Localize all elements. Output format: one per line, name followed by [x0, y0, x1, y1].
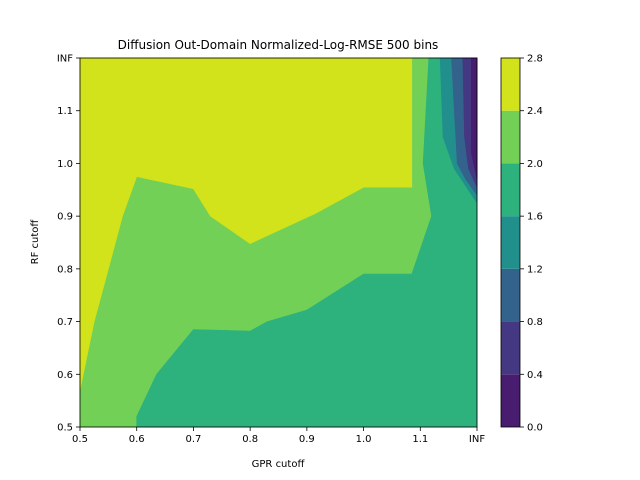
y-tick-label: 0.8 [57, 264, 73, 275]
y-tick-label: 0.9 [57, 212, 73, 223]
colorbar-band [501, 110, 520, 164]
colorbar-band [501, 268, 520, 322]
x-axis-label: GPR cutoff [252, 459, 306, 470]
x-tick-label: 0.6 [129, 434, 145, 445]
y-tick-label: INF [57, 54, 73, 65]
x-tick-label: 1.0 [356, 434, 372, 445]
y-axis: 0.5 0.6 0.7 0.8 0.9 1.0 1.1 INF [57, 54, 80, 434]
colorbar-tick-label: 2.8 [527, 54, 543, 65]
colorbar-tick-label: 1.2 [527, 264, 543, 275]
colorbar-frame [500, 57, 521, 428]
y-tick-label: 0.5 [57, 423, 73, 434]
colorbar-tick-label: 0.4 [527, 370, 543, 381]
plot-area [79, 57, 478, 428]
y-tick-label: 0.6 [57, 370, 73, 381]
x-tick-label: 0.5 [72, 434, 88, 445]
x-tick-label: 0.8 [242, 434, 258, 445]
y-axis-label: RF cutoff [30, 219, 41, 265]
plot-frame [79, 57, 478, 428]
colorbar-tick-label: 2.0 [527, 159, 543, 170]
colorbar-band [501, 216, 520, 269]
x-tick-label: INF [469, 434, 485, 445]
colorbar-tick-label: 1.6 [527, 212, 543, 223]
x-tick-label: 0.9 [299, 434, 315, 445]
x-axis: 0.5 0.6 0.7 0.8 0.9 1.0 1.1 INF [72, 427, 485, 445]
colorbar-tick-label: 0.0 [527, 423, 543, 434]
colorbar-band [501, 58, 520, 111]
colorbar-band [501, 163, 520, 217]
chart-title: Diffusion Out-Domain Normalized-Log-RMSE… [118, 38, 439, 52]
x-tick-label: 0.7 [185, 434, 201, 445]
contour-region-2.4-2.8 [79, 57, 413, 391]
colorbar-band [501, 321, 520, 375]
colorbar-tick-label: 2.4 [527, 106, 543, 117]
x-tick-label: 1.1 [412, 434, 428, 445]
colorbar: 0.0 0.4 0.8 1.2 1.6 2.0 2.4 2.8 [500, 54, 543, 434]
y-tick-label: 1.1 [57, 106, 73, 117]
y-tick-label: 0.7 [57, 317, 73, 328]
y-tick-label: 1.0 [57, 159, 73, 170]
colorbar-tick-label: 0.8 [527, 317, 543, 328]
colorbar-band [501, 374, 520, 427]
